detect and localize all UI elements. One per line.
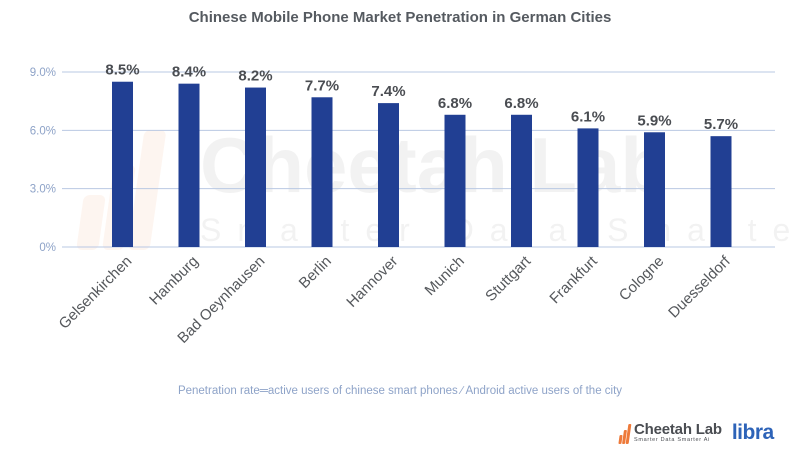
data-label: 7.4% xyxy=(371,83,405,100)
y-tick-label: 6.0% xyxy=(30,125,56,137)
gridlines xyxy=(62,71,775,248)
data-label: 6.1% xyxy=(571,108,605,125)
x-tick-label: Gelsenkirchen xyxy=(56,253,136,333)
x-tick-label: Duesseldorf xyxy=(665,252,734,321)
bars xyxy=(112,81,732,248)
chart-title: Chinese Mobile Phone Market Penetration … xyxy=(188,9,612,26)
libra-logo: libra xyxy=(731,421,774,444)
y-tick-label: 0% xyxy=(39,242,56,254)
data-label: 5.9% xyxy=(637,112,671,129)
data-label: 5.7% xyxy=(704,116,738,133)
footer-tagline: Smarter Data Smarter Ai xyxy=(634,437,711,444)
x-tick-label: Frankfurt xyxy=(546,252,601,307)
data-label: 6.8% xyxy=(504,95,538,112)
bar xyxy=(311,97,333,248)
y-tick-label: 3.0% xyxy=(30,184,56,196)
cheetah-lab-logo-icon xyxy=(618,422,632,444)
x-tick-label: Cologne xyxy=(616,253,668,305)
bar xyxy=(644,132,665,247)
bar xyxy=(577,128,599,247)
footer-brand: Cheetah Lab xyxy=(634,421,722,439)
data-label: 7.7% xyxy=(305,77,339,94)
bar xyxy=(378,103,399,247)
bar-chart: 0% 3.0% 6.0% 9.0% 8.5% 8.4% 8.2% 7.7% 7.4% 6.8% 6… xyxy=(30,62,775,347)
x-tick-label: Stuttgart xyxy=(482,252,535,305)
x-tick-label: Munich xyxy=(422,253,468,299)
data-labels: 8.5% 8.4% 8.2% 7.7% 7.4% 6.8% 6.8% 6.1% 5.9% 5.7% xyxy=(105,62,738,133)
y-tick-label: 9.0% xyxy=(30,67,56,79)
bar xyxy=(444,114,466,248)
footer-logos: Cheetah Lab Smarter Data Smarter Ai libr… xyxy=(618,418,774,448)
data-label: 8.5% xyxy=(105,62,139,79)
x-tick-label: Berlin xyxy=(296,253,335,292)
data-label: 6.8% xyxy=(438,95,472,112)
bar xyxy=(245,87,266,247)
bar xyxy=(511,114,532,248)
data-label: 8.2% xyxy=(238,68,272,85)
chart-footnote: Penetration rate═active users of chinese… xyxy=(177,385,623,397)
bar xyxy=(112,81,133,247)
data-label: 8.4% xyxy=(172,64,206,81)
bar xyxy=(710,136,732,247)
x-tick-label: Hamburg xyxy=(146,253,202,309)
x-tick-label: Hannover xyxy=(343,253,401,311)
y-axis-ticks: 0% 3.0% 6.0% 9.0% xyxy=(30,67,56,254)
bar xyxy=(178,83,200,248)
